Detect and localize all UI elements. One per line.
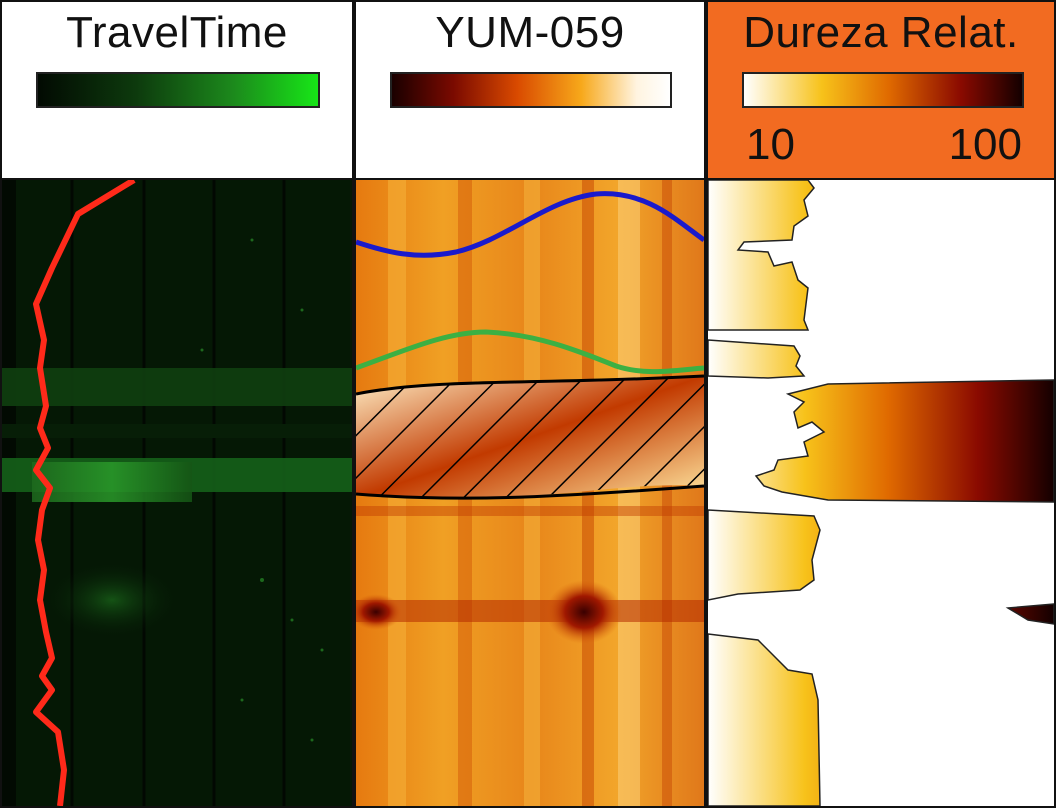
- traveltime-title: TravelTime: [66, 8, 288, 57]
- dureza-hard-bed: [754, 379, 1054, 503]
- yum-title: YUM-059: [435, 8, 625, 57]
- yum-header: YUM-059: [356, 0, 704, 178]
- yum-image: [356, 180, 704, 806]
- border-bottom: [0, 806, 1056, 808]
- yum-blue-surface: [356, 191, 704, 258]
- dureza-title: Dureza Relat.: [743, 8, 1019, 57]
- divider-2: [704, 0, 708, 808]
- traveltime-image-track: [2, 180, 352, 806]
- traveltime-header: TravelTime: [2, 0, 352, 178]
- dureza-header: Dureza Relat. 10 100: [708, 0, 1054, 178]
- traveltime-curve: [33, 180, 136, 806]
- dureza-scale-max: 100: [948, 120, 1022, 169]
- border-right: [1054, 0, 1056, 808]
- yum-colorbar: [390, 72, 672, 108]
- yum-image-track: [356, 180, 704, 806]
- border-left: [0, 0, 2, 808]
- yum-green-surface: [356, 329, 704, 375]
- divider-1: [352, 0, 356, 808]
- dureza-colorbar: [742, 72, 1024, 108]
- header-divider: [0, 178, 1056, 180]
- border-top: [0, 0, 1056, 2]
- dureza-log-track: [708, 180, 1054, 806]
- dureza-log: [708, 180, 1054, 806]
- traveltime-image: [2, 180, 352, 806]
- traveltime-colorbar: [36, 72, 320, 108]
- dureza-scale-min: 10: [746, 120, 795, 169]
